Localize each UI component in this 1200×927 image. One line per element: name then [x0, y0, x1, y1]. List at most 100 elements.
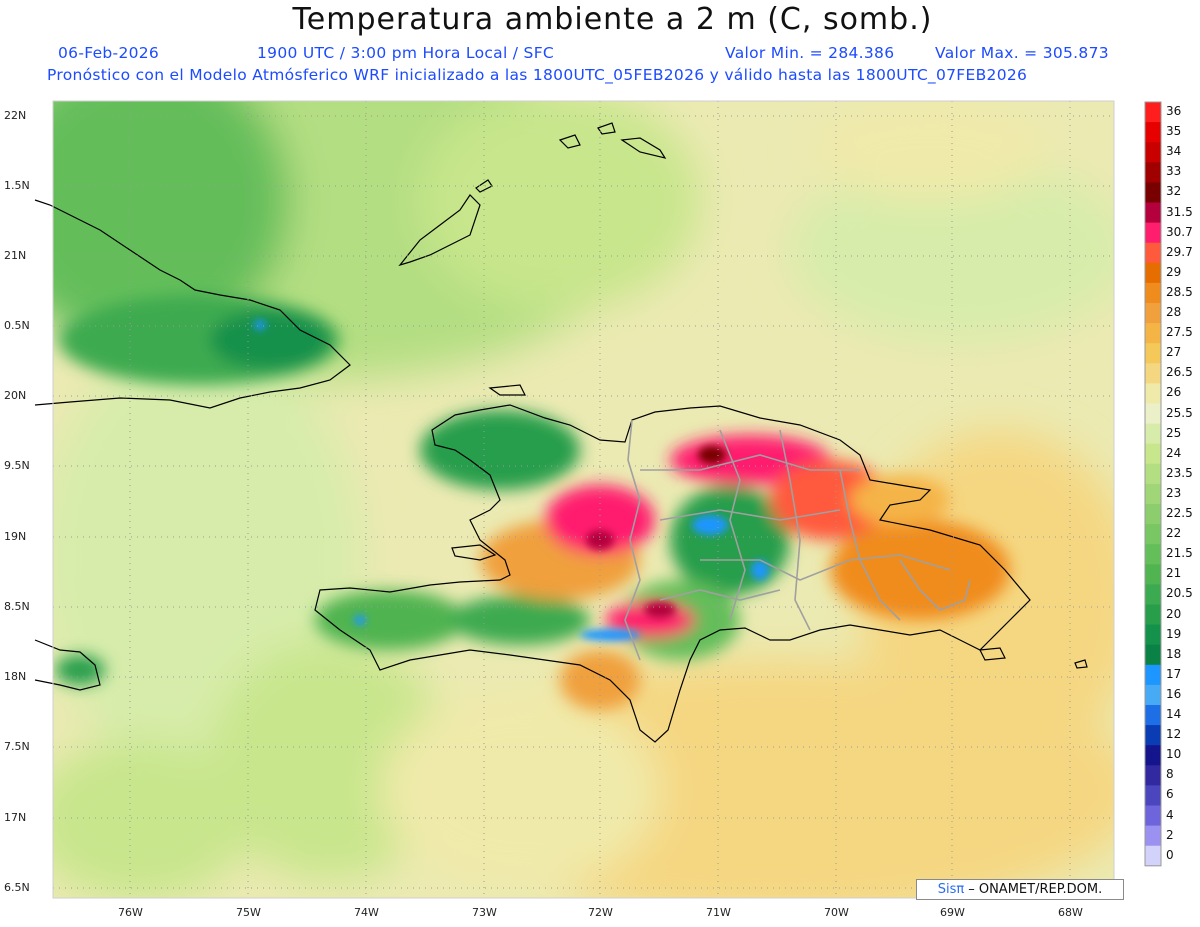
plot-frame — [52, 100, 1115, 899]
colorbar-label: 22.5 — [1166, 506, 1193, 520]
colorbar-swatch — [1145, 182, 1161, 203]
lon-label: 72W — [588, 906, 613, 919]
colorbar-label: 16 — [1166, 686, 1182, 701]
colorbar-swatch — [1145, 102, 1161, 123]
colorbar-swatch — [1145, 383, 1161, 404]
colorbar-label: 30.7 — [1166, 224, 1193, 239]
lon-label: 76W — [118, 906, 143, 919]
colorbar-label: 36 — [1166, 104, 1182, 118]
colorbar-label: 32 — [1166, 184, 1182, 199]
colorbar-label: 20.5 — [1166, 586, 1193, 601]
lat-label: 9.5N — [4, 459, 30, 472]
lon-label: 74W — [354, 906, 379, 919]
credit-org: – ONAMET/REP.DOM. — [968, 882, 1103, 897]
colorbar-swatch — [1145, 282, 1161, 304]
model-description: Pronóstico con el Modelo Atmósferico WRF… — [47, 66, 1028, 84]
colorbar-label: 29.7 — [1166, 244, 1193, 259]
colorbar-swatch — [1145, 805, 1161, 827]
colorbar-swatch — [1145, 162, 1161, 183]
lat-label: 19N — [4, 530, 27, 543]
colorbar-swatch — [1145, 604, 1161, 626]
grid-lines — [53, 101, 1114, 898]
colorbar-swatch — [1145, 222, 1161, 244]
lat-label: 20N — [4, 389, 27, 402]
sispi-logo: Sisπ — [937, 882, 965, 897]
colorbar-swatch — [1145, 684, 1161, 706]
colorbar-label: 27 — [1166, 345, 1182, 360]
colorbar-label: 23.5 — [1166, 465, 1193, 480]
colorbar-label: 33 — [1166, 164, 1182, 179]
lat-label: 6.5N — [4, 881, 30, 894]
lon-label: 73W — [472, 906, 497, 919]
forecast-date: 06-Feb-2026 — [58, 44, 160, 62]
colorbar-label: 20 — [1166, 606, 1182, 621]
credit-box: Sisπ – ONAMET/REP.DOM. — [916, 879, 1124, 900]
lat-label: 7.5N — [4, 740, 30, 753]
colorbar-label: 21.5 — [1166, 546, 1193, 561]
colorbar-label: 0 — [1166, 847, 1174, 862]
coastlines — [34, 122, 1088, 743]
colorbar-swatch — [1145, 363, 1161, 384]
map-title: Temperatura ambiente a 2 m (C, somb.) — [292, 2, 933, 37]
colorbar-label: 17 — [1166, 666, 1182, 681]
colorbar-label: 25.5 — [1166, 405, 1193, 420]
colorbar-label: 10 — [1166, 747, 1182, 762]
colorbar-label: 28 — [1166, 305, 1182, 319]
colorbar-swatch — [1145, 544, 1161, 565]
colorbar-swatch — [1145, 504, 1161, 525]
colorbar-label: 26 — [1166, 385, 1182, 400]
lat-label: 1.5N — [4, 179, 30, 192]
max-value: Valor Max. = 305.873 — [935, 44, 1109, 62]
lat-label: 22N — [4, 109, 27, 122]
lat-label: 18N — [4, 670, 27, 683]
colorbar-swatch — [1145, 785, 1161, 806]
colorbar-label: 25 — [1166, 425, 1182, 440]
lat-label: 0.5N — [4, 319, 30, 332]
colorbar-label: 24 — [1166, 445, 1182, 460]
colorbar-swatch — [1145, 202, 1161, 224]
colorbar-swatch — [1145, 483, 1161, 505]
colorbar-label: 29 — [1166, 264, 1182, 279]
colorbar-frame — [1144, 101, 1162, 867]
lat-label: 8.5N — [4, 600, 30, 613]
colorbar-swatch — [1145, 423, 1161, 445]
lon-label: 69W — [940, 906, 965, 919]
colorbar-swatch — [1145, 343, 1161, 364]
colorbar-label: 18 — [1166, 646, 1182, 661]
colorbar-label: 14 — [1166, 707, 1182, 721]
colorbar-swatch — [1145, 122, 1161, 143]
lon-label: 70W — [824, 906, 849, 919]
colorbar-swatch — [1145, 664, 1161, 686]
colorbar-swatch — [1145, 142, 1161, 163]
forecast-time: 1900 UTC / 3:00 pm Hora Local / SFC — [257, 44, 555, 62]
colorbar-swatch — [1145, 765, 1161, 786]
colorbar-swatch — [1145, 624, 1161, 646]
lat-label: 17N — [4, 811, 27, 824]
colorbar-swatch — [1145, 262, 1161, 284]
lat-label: 21N — [4, 249, 27, 262]
colorbar-swatch — [1145, 564, 1161, 585]
colorbar-label: 23 — [1166, 485, 1182, 500]
colorbar-label: 21 — [1166, 566, 1182, 581]
colorbar-swatch — [1145, 303, 1161, 324]
lon-label: 68W — [1058, 906, 1083, 919]
colorbar-label: 34 — [1166, 144, 1182, 159]
lon-label: 71W — [706, 906, 731, 919]
colorbar-swatch — [1145, 584, 1161, 605]
colorbar-swatch — [1145, 524, 1161, 545]
colorbar-label: 8 — [1166, 767, 1174, 782]
colorbar-swatch — [1145, 323, 1161, 344]
colorbar-swatch — [1145, 745, 1161, 766]
colorbar-label: 2 — [1166, 827, 1174, 842]
colorbar-swatch — [1145, 825, 1161, 847]
colorbar-swatch — [1145, 845, 1161, 867]
temperature-field — [53, 101, 1114, 898]
colorbar-label: 31.5 — [1166, 204, 1193, 219]
colorbar-label: 28.5 — [1166, 284, 1193, 299]
colorbar-label: 4 — [1166, 807, 1174, 822]
colorbar-label: 27.5 — [1166, 325, 1193, 340]
colorbar — [1144, 101, 1162, 867]
colorbar-swatch — [1145, 242, 1161, 264]
colorbar-label: 35 — [1166, 124, 1182, 139]
